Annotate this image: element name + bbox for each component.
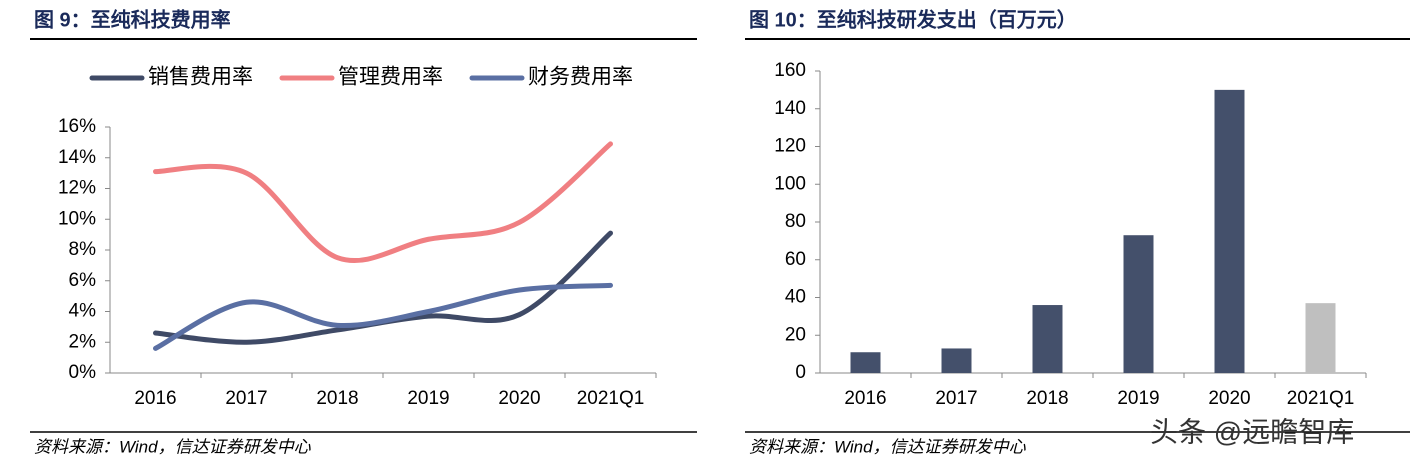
y-tick-label: 20 [785,324,806,345]
x-tick-label: 2018 [1026,388,1068,409]
legend-label: 管理费用率 [338,66,443,89]
line [153,282,613,351]
source: 资料来源：Wind，信达证券研发中心 [34,437,312,456]
y-tick-label: 10% [58,208,96,229]
bar [941,348,972,373]
y-tick-label: 80 [785,211,806,232]
legend-label: 财务费用率 [528,66,633,89]
y-tick-label: 0% [69,362,97,383]
x-tick-label: 2020 [498,388,540,409]
y-tick-label: 4% [69,301,97,322]
y-tick-label: 160 [774,60,806,81]
line [153,141,613,264]
x-tick-label: 2019 [1117,388,1159,409]
x-tick-label: 2017 [225,388,267,409]
bar [850,352,881,373]
bar [1214,89,1245,373]
x-tick-label: 2016 [844,388,886,409]
x-tick-label: 2019 [407,388,449,409]
y-tick-label: 2% [69,331,97,352]
y-tick-label: 8% [69,239,97,260]
bar [1123,235,1154,373]
y-tick-label: 60 [785,249,806,270]
x-tick-label: 2016 [134,388,176,409]
y-tick-label: 6% [69,270,97,291]
y-tick-label: 40 [785,287,806,308]
y-tick-label: 0 [795,362,806,383]
watermark: 头条 @远瞻智库 [1150,416,1354,447]
bar [1305,303,1336,373]
x-tick-label: 2021Q1 [577,388,645,409]
y-tick-label: 14% [58,147,96,168]
y-tick-label: 16% [58,116,96,137]
x-tick-label: 2021Q1 [1287,388,1355,409]
x-tick-label: 2020 [1208,388,1250,409]
bar [1032,305,1063,373]
legend-label: 销售费用率 [148,66,253,89]
chart-title: 图 10：至纯科技研发支出（百万元） [749,7,1077,31]
source: 资料来源：Wind，信达证券研发中心 [749,437,1027,456]
y-tick-label: 100 [774,173,806,194]
y-tick-label: 140 [774,98,806,119]
y-tick-label: 120 [774,136,806,157]
chart-title: 图 9：至纯科技费用率 [34,7,231,31]
x-tick-label: 2018 [316,388,358,409]
x-tick-label: 2017 [935,388,977,409]
y-tick-label: 12% [58,178,96,199]
